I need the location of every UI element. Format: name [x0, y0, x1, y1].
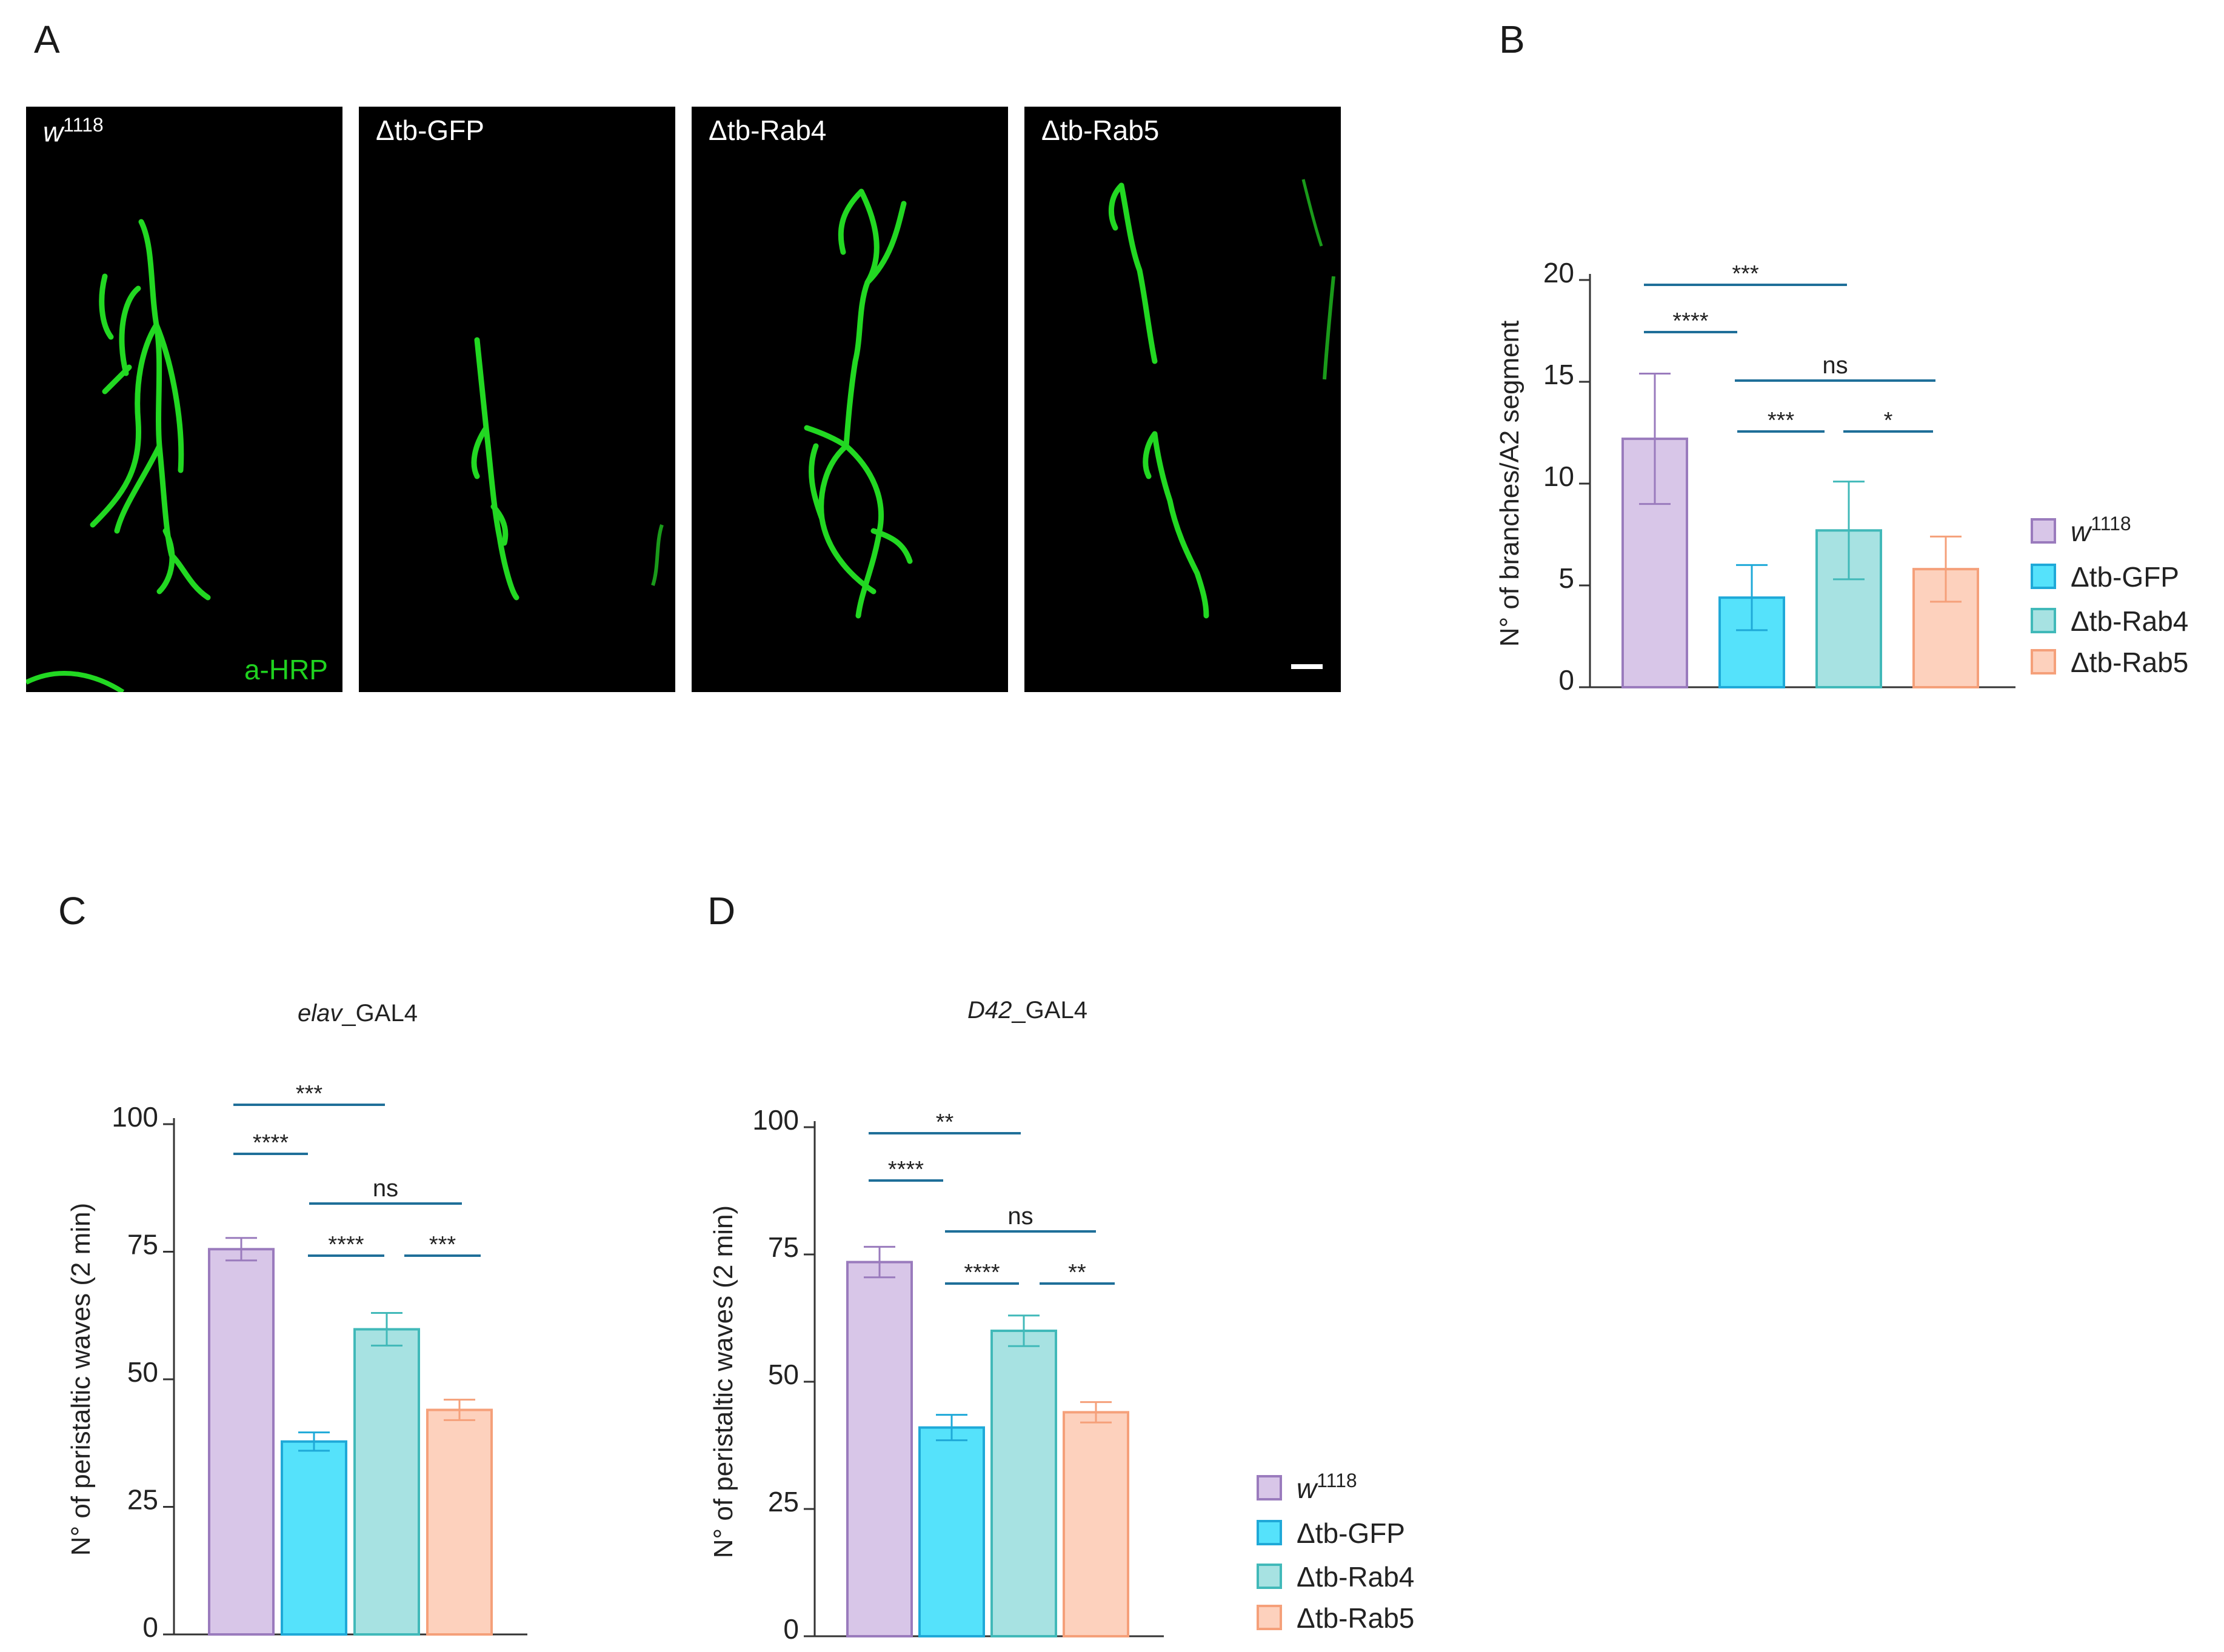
- chart-d-legend-label-3: Δtb-Rab4: [1297, 1561, 1414, 1593]
- chart-d-bar-4: [1063, 1411, 1129, 1637]
- chart-d-legend-swatch-3: [1257, 1564, 1282, 1589]
- chart-b-legend-swatch-4: [2031, 649, 2056, 674]
- chart-d-y-tick-label: 100: [752, 1104, 799, 1136]
- panel-letter-b: B: [1499, 18, 1525, 61]
- micrograph-label-gfp: Δtb-GFP: [376, 115, 484, 146]
- chart-c-bar-3: [353, 1328, 420, 1636]
- chart-d-bar-3: [990, 1330, 1057, 1637]
- chart-d-sig-label-2: ****: [888, 1157, 924, 1182]
- chart-c-y-axis-label: N° of peristaltic waves (2 min): [66, 1203, 96, 1556]
- chart-c-sig-label-2: ****: [253, 1130, 289, 1156]
- micrograph-label-rab4: Δtb-Rab4: [709, 115, 827, 146]
- panel-letter-d: D: [707, 889, 736, 933]
- chart-b-y-axis-label: N° of branches/A2 segment: [1495, 321, 1524, 647]
- chart-b-y-tick-label: 20: [1543, 257, 1574, 288]
- neuron-image-rab4: [804, 188, 913, 619]
- micrograph-w1118: w1118 a-HRP: [26, 107, 342, 692]
- chart-b-legend-label-2: Δtb-GFP: [2071, 561, 2179, 593]
- chart-d-legend-label-2: Δtb-GFP: [1297, 1517, 1405, 1549]
- chart-d-bar-2: [918, 1426, 985, 1638]
- chart-b-y-tick-label: 0: [1558, 664, 1574, 696]
- micrograph-rab5: Δtb-Rab5: [1024, 107, 1341, 692]
- chart-c-title: elav_GAL4: [298, 1000, 418, 1027]
- chart-d-sig-label-3: ns: [1007, 1203, 1033, 1230]
- chart-d-y-tick-label: 75: [768, 1231, 799, 1263]
- chart-b-sig-label-5: *: [1884, 408, 1893, 433]
- neuron-image-gfp: [471, 337, 664, 601]
- chart-d-bar-1: [846, 1261, 913, 1638]
- chart-b-legend-swatch-3: [2031, 608, 2056, 633]
- micrograph-label-rab5: Δtb-Rab5: [1041, 115, 1160, 146]
- chart-b-legend-label-3: Δtb-Rab4: [2071, 605, 2188, 637]
- chart-b-legend-label-1: w1118: [2071, 513, 2131, 547]
- chart-d-y-axis-label: N° of peristaltic waves (2 min): [709, 1205, 738, 1558]
- chart-b-sig-label-4: ***: [1768, 408, 1795, 433]
- micrograph-gfp: Δtb-GFP: [359, 107, 675, 692]
- chart-b-legend-swatch-1: [2031, 518, 2056, 544]
- chart-c-y-tick-label: 50: [127, 1356, 158, 1388]
- chart-b-legend-swatch-2: [2031, 564, 2056, 589]
- chart-b-y-tick-label: 15: [1543, 359, 1574, 390]
- chart-c-sig-label-4: ****: [328, 1232, 364, 1257]
- scale-bar: [1291, 664, 1323, 669]
- chart-d-legend-swatch-1: [1257, 1475, 1282, 1500]
- chart-c-y-tick-label: 25: [127, 1484, 158, 1516]
- panel-letter-c: C: [58, 889, 87, 933]
- chart-d-legend-label-4: Δtb-Rab5: [1297, 1602, 1414, 1634]
- chart-c-sig-label-3: ns: [373, 1175, 398, 1202]
- chart-c-y-tick-label: 100: [112, 1101, 158, 1133]
- stain-label: a-HRP: [244, 654, 328, 685]
- chart-c: 0 25 50 75 100 N° of peristaltic waves (2 min…: [66, 1000, 527, 1643]
- neuron-image-rab5: [1108, 179, 1335, 619]
- neuron-image-w1118: [26, 219, 211, 692]
- chart-d-sig-label-1: **: [936, 1110, 954, 1135]
- chart-c-y-tick-label: 75: [127, 1229, 158, 1261]
- chart-b-sig-label-2: ****: [1672, 308, 1708, 334]
- chart-d-legend-swatch-4: [1257, 1605, 1282, 1630]
- chart-c-bar-1: [208, 1248, 275, 1636]
- chart-d: 0 25 50 75 100 N° of peristaltic waves (2 min…: [709, 997, 1414, 1645]
- chart-d-sig-label-4: ****: [964, 1260, 1000, 1285]
- chart-d-y-tick-label: 0: [783, 1613, 799, 1645]
- chart-d-y-tick-label: 50: [768, 1359, 799, 1390]
- chart-b-sig-label-1: ***: [1732, 261, 1759, 287]
- chart-b-y-tick-label: 10: [1543, 461, 1574, 492]
- chart-b-y-tick-label: 5: [1558, 562, 1574, 594]
- micrograph-label-w1118: w1118: [43, 114, 104, 148]
- chart-d-legend-label-1: w1118: [1297, 1470, 1357, 1504]
- chart-d-sig-label-5: **: [1068, 1260, 1086, 1285]
- chart-d-y-tick-label: 25: [768, 1486, 799, 1517]
- chart-d-legend-swatch-2: [1257, 1520, 1282, 1545]
- chart-c-sig-label-5: ***: [429, 1232, 456, 1257]
- panel-letter-a: A: [34, 18, 60, 61]
- chart-c-bar-2: [281, 1440, 347, 1636]
- chart-c-bar-4: [426, 1408, 493, 1636]
- chart-c-y-tick-label: 0: [142, 1611, 158, 1643]
- micrograph-rab4: Δtb-Rab4: [692, 107, 1008, 692]
- chart-b-legend-label-4: Δtb-Rab5: [2071, 647, 2188, 678]
- chart-b-sig-label-3: ns: [1822, 352, 1848, 379]
- chart-c-sig-label-1: ***: [296, 1081, 323, 1107]
- chart-d-title: D42_GAL4: [967, 997, 1087, 1024]
